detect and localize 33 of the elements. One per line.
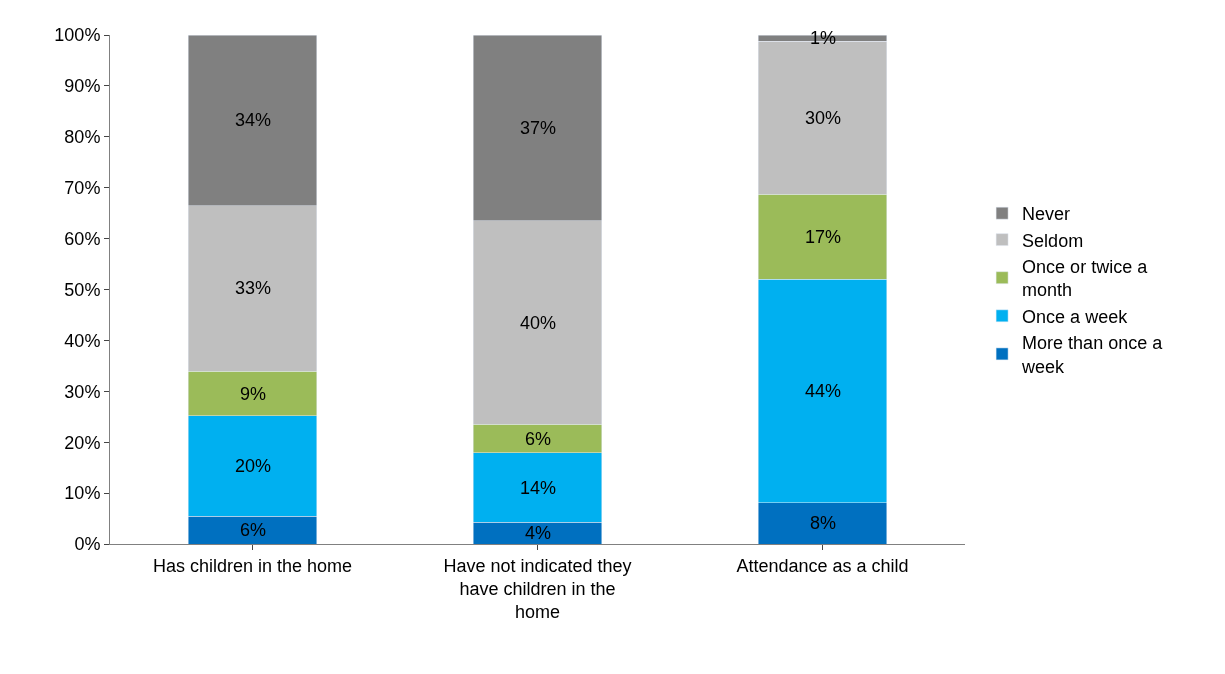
data-label: 6% bbox=[240, 520, 267, 540]
y-tick-label: 40% bbox=[64, 330, 101, 351]
legend-label: Once or twice a month bbox=[1022, 257, 1149, 301]
data-label: 4% bbox=[525, 523, 552, 543]
y-tick-label: 60% bbox=[64, 228, 101, 249]
data-label: 20% bbox=[235, 456, 272, 476]
legend-label: Seldom bbox=[1022, 230, 1084, 251]
x-tick-label: Have not indicated they have children in the home bbox=[443, 555, 632, 623]
y-tick-label: 50% bbox=[64, 279, 101, 300]
y-tick-label: 100% bbox=[54, 25, 101, 46]
y-tick-label: 80% bbox=[64, 127, 101, 148]
data-label: 17% bbox=[805, 227, 842, 247]
y-tick-label: 30% bbox=[64, 381, 101, 402]
legend-label: Never bbox=[1022, 204, 1071, 225]
y-tick-label: 0% bbox=[74, 534, 101, 555]
data-label: 33% bbox=[235, 278, 272, 298]
x-tick-label: Attendance as a child bbox=[736, 555, 909, 576]
data-label: 9% bbox=[240, 384, 267, 404]
y-tick-label: 90% bbox=[64, 76, 101, 97]
x-tick-label: Has children in the home bbox=[152, 555, 353, 576]
data-label: 14% bbox=[520, 478, 557, 498]
y-tick-label: 20% bbox=[64, 432, 101, 453]
y-tick-label: 10% bbox=[64, 483, 101, 504]
data-label: 8% bbox=[810, 513, 837, 533]
legend-label: Once a week bbox=[1022, 306, 1129, 327]
y-tick-label: 70% bbox=[64, 178, 101, 198]
data-label: 6% bbox=[525, 429, 552, 449]
data-label: 34% bbox=[235, 110, 272, 130]
data-label: 30% bbox=[805, 108, 842, 128]
legend-label: More than once a week bbox=[1021, 333, 1164, 377]
data-label: 37% bbox=[520, 118, 557, 138]
data-label: 44% bbox=[805, 381, 842, 401]
data-label: 40% bbox=[520, 313, 557, 333]
